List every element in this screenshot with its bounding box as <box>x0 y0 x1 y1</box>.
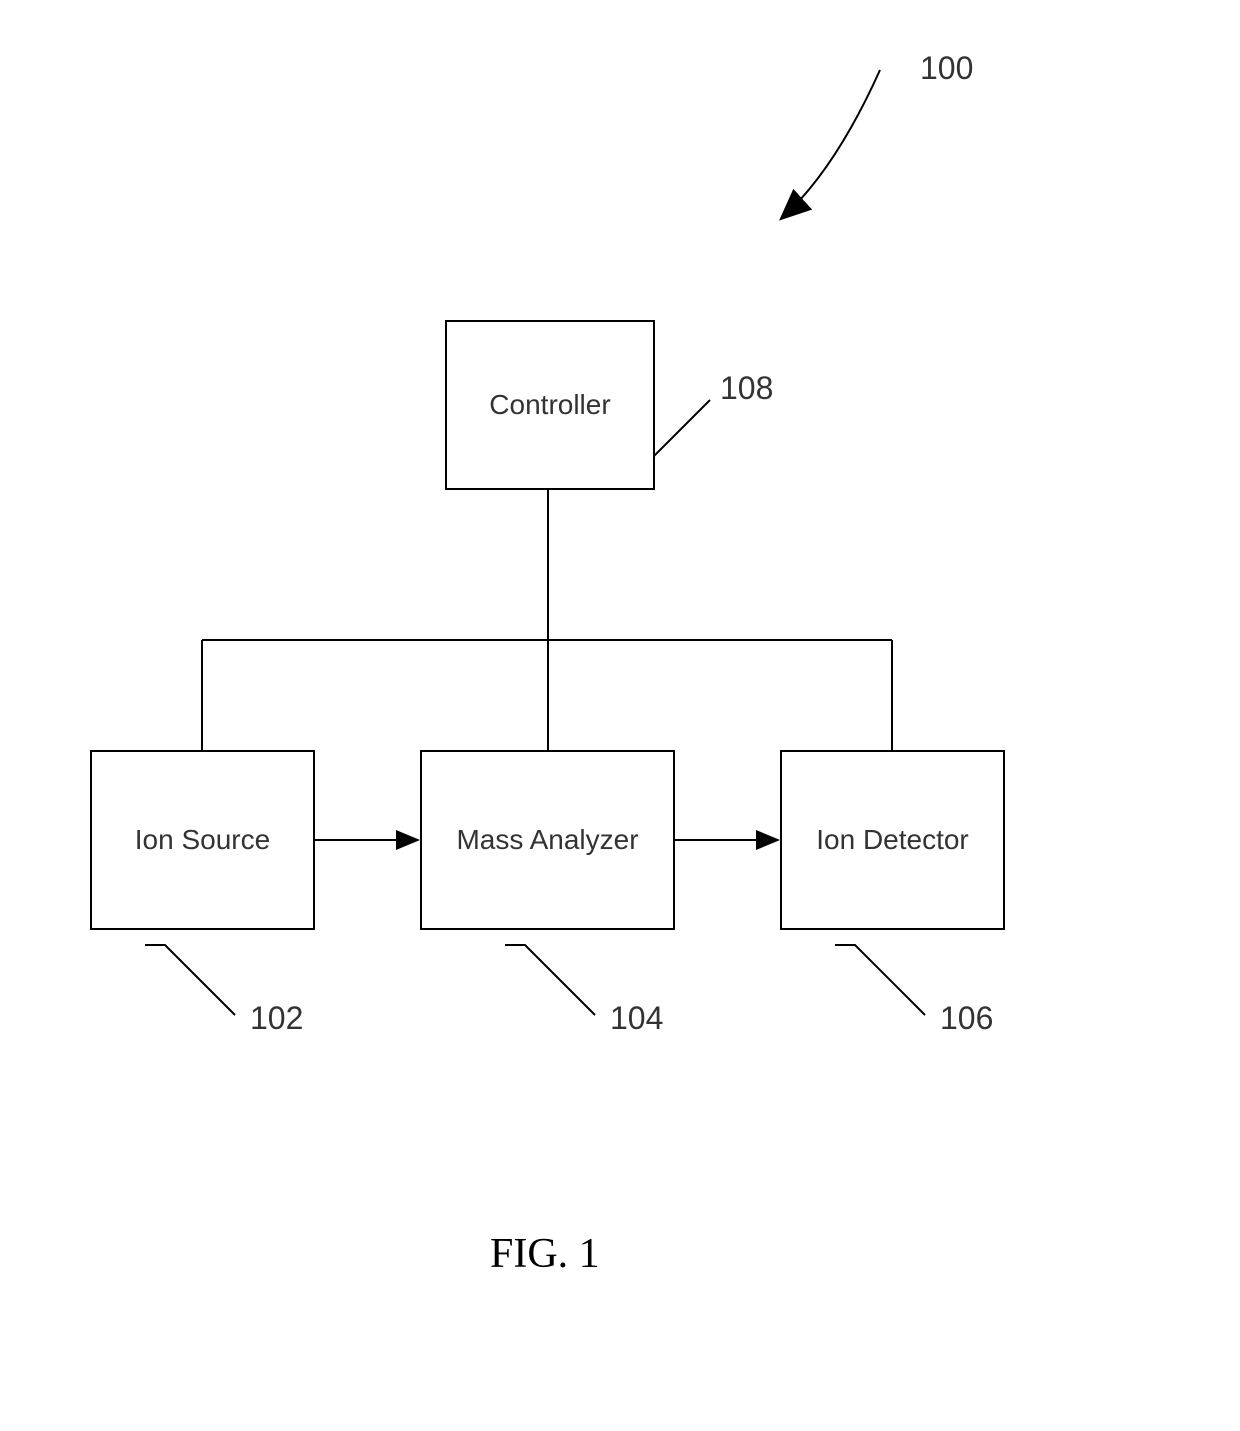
mass-analyzer-box: Mass Analyzer <box>420 750 675 930</box>
ion-detector-box: Ion Detector <box>780 750 1005 930</box>
mass-analyzer-ref-label: 104 <box>610 1000 663 1037</box>
ion-source-label: Ion Source <box>135 824 270 856</box>
ion-detector-ref-label: 106 <box>940 1000 993 1037</box>
ion-source-leader-line <box>145 945 235 1015</box>
controller-box: Controller <box>445 320 655 490</box>
mass-analyzer-label: Mass Analyzer <box>456 824 638 856</box>
ion-source-box: Ion Source <box>90 750 315 930</box>
ion-detector-label: Ion Detector <box>816 824 969 856</box>
mass-analyzer-leader-line <box>505 945 595 1015</box>
ion-detector-leader-line <box>835 945 925 1015</box>
controller-ref-label: 108 <box>720 370 773 407</box>
controller-label: Controller <box>489 389 610 421</box>
system-ref-label: 100 <box>920 50 973 87</box>
connectors-svg <box>0 0 1240 1431</box>
ion-source-ref-label: 102 <box>250 1000 303 1037</box>
diagram-canvas: 100 Controller 108 Ion Source 102 Mass A… <box>0 0 1240 1431</box>
figure-caption: FIG. 1 <box>490 1230 600 1278</box>
system-pointer-arrow <box>782 70 880 218</box>
